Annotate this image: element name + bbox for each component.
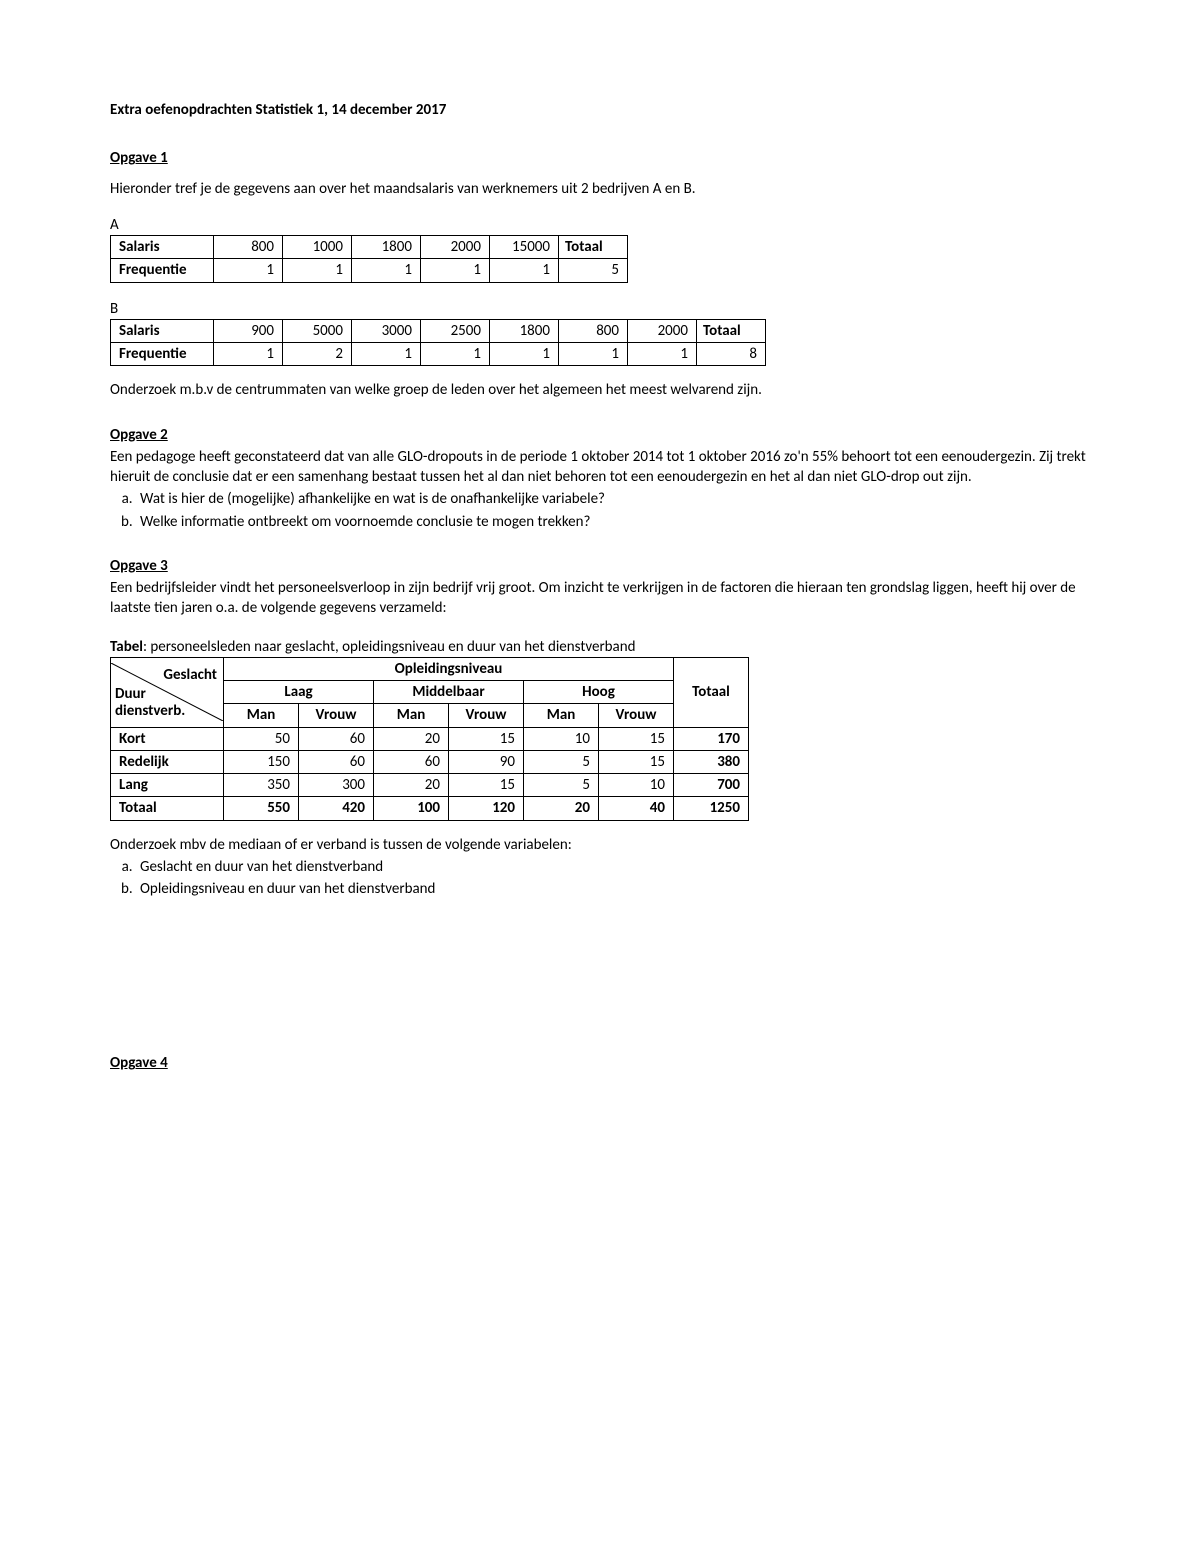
op3-list: Geslacht en duur van het dienstverband O… (110, 857, 1090, 900)
table-b-freq-cell: 1 (214, 343, 283, 366)
table-b-freq-cell: 1 (490, 343, 559, 366)
heading-opgave-3: Opgave 3 (110, 556, 1090, 576)
table-b-row-freq-label: Frequentie (111, 343, 214, 366)
op3-caption: Tabel: personeelsleden naar geslacht, op… (110, 637, 1090, 657)
sex-man: Man (374, 704, 449, 727)
heading-opgave-1: Opgave 1 (110, 148, 1090, 168)
op2-list: Wat is hier de (mogelijke) afhankelijke … (110, 489, 1090, 532)
sex-vrouw: Vrouw (599, 704, 674, 727)
table-a-totaal-value: 5 (559, 259, 628, 282)
heading-opgave-4: Opgave 4 (110, 1053, 1090, 1073)
sex-man: Man (524, 704, 599, 727)
table-a-freq-cell: 1 (490, 259, 559, 282)
table-a-salaris-cell: 800 (214, 236, 283, 259)
col-group-opleidingsniveau: Opleidingsniveau (224, 657, 674, 680)
table-a-salaris-cell: 1000 (283, 236, 352, 259)
table-a-label: A (110, 215, 1090, 235)
table-a-row-salaris-label: Salaris (111, 236, 214, 259)
op3-text: Een bedrijfsleider vindt het personeelsv… (110, 578, 1090, 619)
table-b-freq-cell: 1 (628, 343, 697, 366)
table-a-salaris-cell: 15000 (490, 236, 559, 259)
table-a-freq-cell: 1 (283, 259, 352, 282)
sex-vrouw: Vrouw (299, 704, 374, 727)
diag-bottom-label: Duurdienstverb. (115, 686, 185, 719)
table-b-salaris-cell: 5000 (283, 319, 352, 342)
table-a-salaris-cell: 2000 (421, 236, 490, 259)
table-a-salaris-cell: 1800 (352, 236, 421, 259)
table-b-totaal-value: 8 (697, 343, 766, 366)
table-a-row-freq-label: Frequentie (111, 259, 214, 282)
table-a-freq-cell: 1 (421, 259, 490, 282)
table-b-freq-cell: 2 (283, 343, 352, 366)
op3-outro: Onderzoek mbv de mediaan of er verband i… (110, 835, 1090, 855)
col-totaal: Totaal (674, 657, 749, 727)
table-b-label: B (110, 299, 1090, 319)
table-b-salaris-cell: 2500 (421, 319, 490, 342)
sex-vrouw: Vrouw (449, 704, 524, 727)
table-a: Salaris 800 1000 1800 2000 15000 Totaal … (110, 235, 628, 283)
op2-item-a: Wat is hier de (mogelijke) afhankelijke … (136, 489, 1090, 509)
table-b-salaris-cell: 800 (559, 319, 628, 342)
table-b-row-salaris-label: Salaris (111, 319, 214, 342)
op1-intro: Hieronder tref je de gegevens aan over h… (110, 179, 1090, 199)
level-hoog: Hoog (524, 681, 674, 704)
level-laag: Laag (224, 681, 374, 704)
op3-item-a: Geslacht en duur van het dienstverband (136, 857, 1090, 877)
document-title: Extra oefenopdrachten Statistiek 1, 14 d… (110, 100, 1090, 120)
diag-top-label: Geslacht (163, 665, 217, 685)
table-b-salaris-cell: 1800 (490, 319, 559, 342)
table-cross: Geslacht Duurdienstverb. Opleidingsnivea… (110, 657, 749, 821)
op3-item-b: Opleidingsniveau en duur van het dienstv… (136, 879, 1090, 899)
op2-text: Een pedagoge heeft geconstateerd dat van… (110, 447, 1090, 488)
table-b-salaris-cell: 2000 (628, 319, 697, 342)
table-a-totaal-header: Totaal (559, 236, 628, 259)
op2-item-b: Welke informatie ontbreekt om voornoemde… (136, 512, 1090, 532)
level-middelbaar: Middelbaar (374, 681, 524, 704)
table-b-freq-cell: 1 (559, 343, 628, 366)
table-b-freq-cell: 1 (352, 343, 421, 366)
sex-man: Man (224, 704, 299, 727)
heading-opgave-2: Opgave 2 (110, 425, 1090, 445)
table-row: Kort 50 60 20 15 10 15 170 (111, 727, 749, 750)
table-row: Lang 350 300 20 15 5 10 700 (111, 774, 749, 797)
table-b-salaris-cell: 900 (214, 319, 283, 342)
table-b: Salaris 900 5000 3000 2500 1800 800 2000… (110, 319, 766, 367)
table-row-totaal: Totaal 550 420 100 120 20 40 1250 (111, 797, 749, 820)
table-a-freq-cell: 1 (352, 259, 421, 282)
table-a-freq-cell: 1 (214, 259, 283, 282)
table-b-totaal-header: Totaal (697, 319, 766, 342)
table-b-salaris-cell: 3000 (352, 319, 421, 342)
table-cross-diag-header: Geslacht Duurdienstverb. (111, 657, 224, 727)
table-b-freq-cell: 1 (421, 343, 490, 366)
table-row: Redelijk 150 60 60 90 5 15 380 (111, 750, 749, 773)
op1-outro: Onderzoek m.b.v de centrummaten van welk… (110, 380, 1090, 400)
